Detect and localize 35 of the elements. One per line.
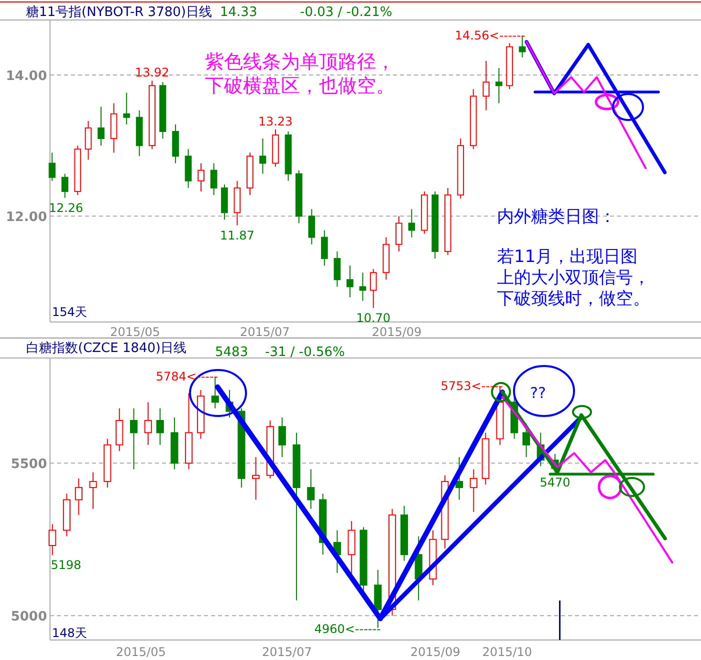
x-tick-label: 2015/10	[482, 645, 532, 659]
x-tick-label: 2015/09	[410, 645, 460, 659]
y-tick-label: 14.00	[6, 69, 47, 84]
chart-title: 白糖指数(CZCE 1840)日线	[26, 341, 187, 356]
annotation: 154天	[52, 305, 87, 319]
annotation: -0.03 / -0.21%	[300, 5, 392, 20]
annotation: 若11月，出现日图	[497, 247, 638, 267]
chart-title: 糖11号指(NYBOT-R 3780)日线	[26, 5, 212, 20]
annotation: 内外糖类日图：	[497, 207, 616, 227]
annotation: ??	[530, 384, 546, 402]
annotation: 14.56<------	[454, 28, 526, 43]
annotation: 上的大小双顶信号，	[497, 268, 650, 288]
annotation: 紫色线条为单顶路径，	[205, 51, 395, 73]
annotation: -31 / -0.56%	[265, 345, 345, 360]
annotation: 11.87	[220, 228, 254, 242]
y-tick-label: 5000	[10, 610, 47, 625]
x-tick-label: 2015/07	[262, 645, 312, 659]
annotation: 13.23	[258, 114, 293, 128]
y-tick-label: 12.00	[6, 210, 47, 226]
annotation: 12.26	[48, 200, 84, 215]
annotation: 5198	[50, 558, 82, 572]
annotation: 5470	[540, 475, 570, 490]
x-tick-label: 2015/07	[240, 325, 290, 339]
y-tick-label: 5500	[10, 457, 47, 472]
annotation: 4960<------	[314, 622, 381, 636]
x-tick-label: 2015/09	[372, 325, 422, 339]
annotation: 5483	[215, 345, 248, 360]
annotation: 下破横盘区，也做空。	[205, 75, 395, 97]
x-tick-label: 2015/05	[116, 645, 166, 659]
annotation: 14.33	[220, 5, 258, 20]
x-tick-label: 2015/05	[110, 325, 160, 339]
annotation: 13.92	[134, 66, 170, 80]
annotation: 148天	[52, 626, 87, 640]
annotation: 下破颈线时，做空。	[497, 289, 650, 309]
annotation: 10.70	[356, 310, 391, 325]
